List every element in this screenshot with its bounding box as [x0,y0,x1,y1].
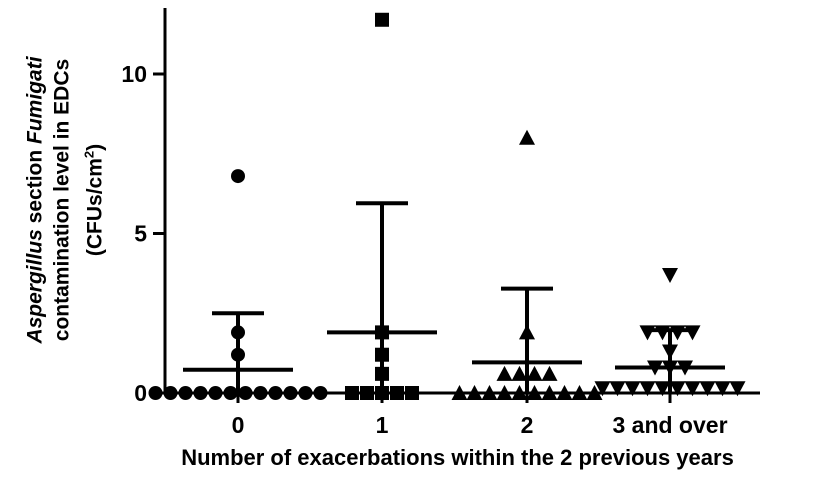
data-point-square [405,386,419,400]
y-tick-label: 10 [121,61,147,87]
data-point-triangle-down [714,381,731,397]
data-point-triangle-up [526,365,543,381]
x-tick-label: 3 and over [612,412,727,438]
data-point-triangle-down [684,325,701,341]
y-label-italic-2: Fumigati [23,56,47,144]
data-point-triangle-up [541,365,558,381]
data-point-triangle-up [451,385,468,400]
data-point-triangle-up [511,365,528,381]
data-point-triangle-up [556,385,573,400]
x-tick-label: 1 [376,412,389,438]
data-point-circle [238,386,253,400]
data-point-circle [148,386,163,400]
data-point-triangle-down [669,381,686,397]
data-point-circle [208,386,223,400]
data-point-triangle-up [571,385,588,400]
axes: 0 5 10 0 1 2 3 and over [121,8,760,438]
y-label-rest-1: section [23,143,47,230]
x-tick-label: 2 [521,412,534,438]
data-point-triangle-up [496,385,513,400]
data-point-triangle-down [609,381,626,397]
data-point-triangle-down [594,381,611,397]
group-0 [148,169,328,400]
data-point-circle [298,386,313,400]
data-point-circle [223,386,238,400]
plot-area [148,12,746,400]
data-point-circle [253,386,268,400]
data-point-circle [178,386,193,400]
data-point-square [375,12,389,27]
data-point-circle [231,169,245,184]
data-point-triangle-down [639,325,656,341]
data-point-triangle-up [526,385,543,400]
group-2 [451,129,603,400]
data-point-triangle-down [699,381,716,397]
data-point-circle [268,386,283,400]
data-point-triangle-down [729,381,746,397]
data-point-triangle-down [639,381,656,397]
data-point-triangle-up [541,385,558,400]
data-point-triangle-down [662,267,678,283]
group-1 [327,12,437,400]
data-point-circle [313,386,328,400]
y-tick-label: 0 [134,380,147,406]
data-point-circle [193,386,208,400]
y-label-line-2: contamination level in EDCs [50,58,74,342]
data-point-triangle-up [519,129,535,145]
data-point-square [390,386,404,400]
y-label-line-3-suffix: ) [83,143,107,151]
data-point-triangle-up [496,365,513,381]
group-3-and-over [594,267,746,397]
y-axis-label: Aspergillus section Fumigati contaminati… [6,10,124,390]
data-point-triangle-down [684,381,701,397]
data-point-triangle-up [511,385,528,400]
data-point-circle [163,386,178,400]
x-axis-label: Number of exacerbations within the 2 pre… [181,445,734,470]
x-tick-label: 0 [232,412,245,438]
data-point-triangle-up [481,385,498,400]
y-label-line-3-prefix: (CFUs/cm [83,158,107,257]
data-point-triangle-up [466,385,483,400]
data-point-circle [283,386,298,400]
data-point-triangle-down [624,381,641,397]
data-point-triangle-down [654,381,671,397]
data-point-triangle-up [586,385,603,400]
y-label-line-3-sup: 2 [81,150,97,159]
data-point-square [360,386,374,400]
y-tick-label: 5 [134,221,147,247]
data-point-square [345,386,359,400]
y-label-italic-1: Aspergillus [23,229,47,344]
